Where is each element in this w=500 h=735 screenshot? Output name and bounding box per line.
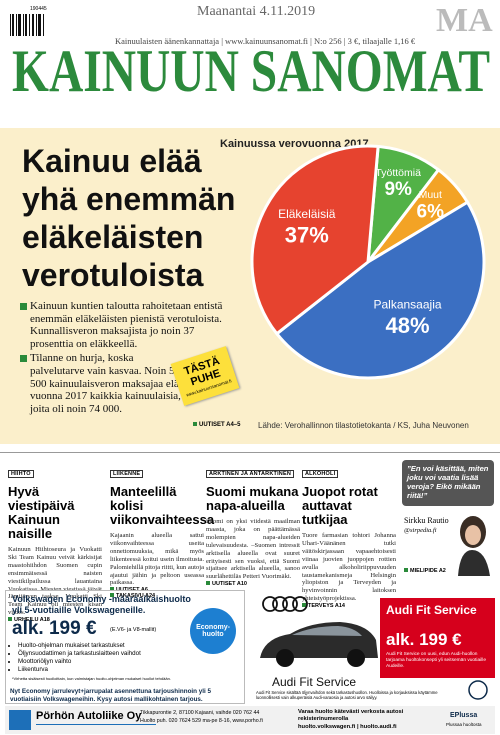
news-col: ALKOHOLI Juopot rotat auttavat tutkijaa … [302,462,396,609]
vw-title: Volkswagen Economy -määräaikaishuolto yl… [12,594,191,615]
economy-badge: Economy-huolto [190,608,236,654]
lead-ref: UUTISET A4–5 [193,422,240,428]
author: Sirkku Rautio [404,516,449,525]
tagline: Kainuulaisten äänenkannattaja | www.kain… [115,36,416,46]
slice-value: 37% [285,223,329,248]
headline: Suomi mukana napa-alueilla [206,484,299,513]
barcode [10,14,44,36]
news-col: LIIKENNE Manteelillä kolisi viikonvaihte… [110,462,215,599]
pie-slice [274,200,486,380]
vw-ad [5,590,245,704]
headline: Juopot rotat auttavat tutkijaa [302,484,378,527]
slice-name: Työttömiä [375,167,421,179]
lead-bullets: Kainuun kuntien taloutta rahoitetaan ent… [20,300,225,417]
edition: MA [436,2,493,39]
booking: Varaa huolto kätevästi verkosta autosi r… [298,709,404,722]
lead-headline: Kainuu elää yhä enemmän eläkeläisten ver… [22,143,236,293]
body: Tuore farmasian tohtori Johanna Uhari-Vä… [302,532,396,603]
slice-name: Palkansaajia [373,297,441,311]
section: ARKTINEN JA ANTARKTINEN [206,470,295,478]
body: Suomi on yksi viidestä maailman maasta, … [206,518,300,581]
slice-value: 9% [384,179,412,200]
audi-brand: Audi Fit Service [272,675,357,689]
item: Öljynsuodattimen ja tarkastuslaitteen va… [18,650,188,658]
audi-box-title: Audi Fit Service [386,603,477,617]
audi-ad [260,596,495,700]
section: HIIHTO [8,470,34,478]
badge-text: Economy-huolto [196,624,230,638]
audi-note: Audi Fit Service sisältää öljynvaihdon s… [256,690,438,700]
ref: TAKASIVU A24 [110,593,204,599]
vw-price-note: (E.V6- ja V8-mallit) [110,627,157,633]
vw-price: alk. 199 € [12,618,97,639]
ref: UUTISET A10 [206,581,300,587]
portrait [458,516,490,576]
chart-source: Lähde: Verohallinnon tilastotietokanta /… [258,421,469,430]
plus-note: Plussaa huoltosta [446,722,482,727]
headline: Hyvä viestipäivä Kainuun naisille [8,484,75,541]
plus: EPlussa [450,712,478,719]
body: Kajaanin alueella sattui viikonvaihteess… [110,532,204,587]
address: Tikkapurontie 2, 87100 Kajaani, vaihde 0… [140,710,260,716]
item: Huolto-ohjelman mukaiset tarkastukset [18,642,188,650]
service: Huolto puh. 020 7624 529 ma-pe 8-16, www… [140,718,263,724]
vw-offer: Nyt Economy jarrulevyt+jarrupalat asenne… [10,688,212,703]
company: Pörhön Autoliike Oy [36,710,142,722]
quote-box: ”En voi käsittää, miten joku voi vaatia … [402,460,494,506]
slice-name: Muut [419,189,442,201]
body: Kainuun Hiihtoseura ja Vuokatti Ski Team… [8,546,102,617]
masthead-title: KAINUUN SANOMAT [12,46,490,104]
chart-title: Kainuussa verovuonna 2017 [220,138,369,150]
section: ALKOHOLI [302,470,339,478]
divider [0,452,500,453]
item: Liikenturva [18,666,188,674]
pie-slice [250,144,380,336]
dealer-logo [9,710,31,730]
ref: MIELIPIDE A2 [404,568,446,574]
section: LIIKENNE [110,470,144,478]
item: Moottoriöljyn vaihto [18,658,188,666]
vw-items: Huolto-ohjelman mukaiset tarkastukset Öl… [10,642,188,674]
pie-chart: Kainuussa verovuonna 2017 Lähde: Verohal… [220,138,486,430]
ref: TERVEYS A14 [302,603,396,609]
vw-footnote: *Virhetta sisäisesti huolloittain, kun v… [12,676,171,681]
slice-name: Eläkeläisiä [278,207,336,221]
ad-footer [5,706,495,734]
headline: Manteelillä kolisi viikonvaihteessa [110,484,215,527]
links: huolto.volkswagen.fi | huolto.audi.fi [298,724,397,730]
audi-box-text: Audi Fit Service on uusi, edun Audi-huol… [386,652,486,669]
date: Maanantai 4.11.2019 [197,4,316,19]
rule [36,724,156,725]
bullet: Kainuun kuntien taloutta rahoitetaan ent… [20,300,225,350]
audi-price: alk. 199 € [386,630,462,649]
ref: URHEILU A18 [8,617,102,623]
slice-value: 6% [417,201,445,222]
masthead: KAINUUN SANOMAT [12,46,490,104]
news-col: HIIHTO Hyvä viestipäivä Kainuun naisille… [8,462,102,623]
news-col: ARKTINEN JA ANTARKTINEN Suomi mukana nap… [206,462,300,587]
quote: ”En voi käsittää, miten joku voi vaatia … [407,464,489,500]
handle: @sirpedia.fi [404,527,437,534]
slice-value: 48% [385,313,429,338]
issue-code: 190445 [30,6,47,12]
bullet: Tilanne on hurja, koska palvelutarve vai… [20,352,190,415]
